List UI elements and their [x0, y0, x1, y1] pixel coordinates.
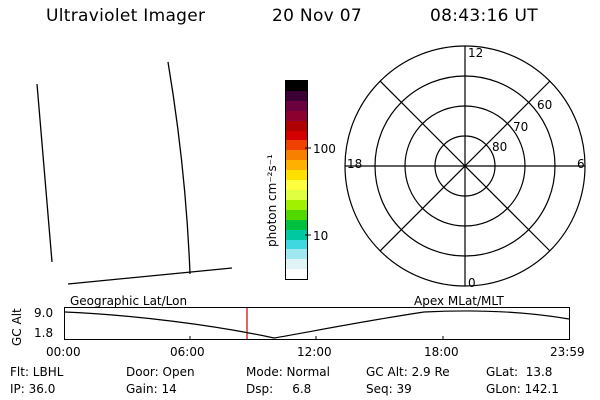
- longitude-line-right: [167, 61, 191, 275]
- colorbar-unit-label: photon cm⁻²s⁻¹: [265, 154, 279, 247]
- instrument-title: Ultraviolet Imager: [46, 6, 206, 26]
- dsp-value: Dsp: 6.8: [246, 382, 312, 396]
- mlt-label-12: 12: [468, 46, 484, 60]
- altitude-axis-label: GC Alt: [10, 308, 24, 346]
- seq-value: Seq: 39: [366, 382, 412, 396]
- colorbar-segment-8: [286, 160, 307, 171]
- colorbar-segment-11: [286, 189, 307, 200]
- geographic-grid-caption: Geographic Lat/Lon: [70, 294, 188, 308]
- gc-alt-value: GC Alt: 2.9 Re: [366, 365, 450, 379]
- colorbar-segment-18: [286, 259, 307, 270]
- mlt-label-0: 0: [468, 276, 476, 290]
- colorbar-segment-2: [286, 100, 307, 111]
- colorbar-segment-10: [286, 180, 307, 190]
- colorbar-segment-0: [286, 81, 307, 91]
- polar-mlt-grid: [344, 45, 586, 287]
- mlat-label-80: 80: [492, 140, 508, 154]
- colorbar-tick-100: 100: [313, 142, 336, 156]
- mlt-label-6: 6: [577, 157, 585, 171]
- altitude-tick-max: 9.0: [34, 306, 54, 320]
- colorbar-segment-6: [286, 140, 307, 151]
- colorbar-segment-12: [286, 199, 307, 210]
- mlat-label-60: 60: [537, 98, 553, 112]
- time-label: 08:43:16 UT: [430, 6, 538, 26]
- glat-value: GLat: 13.8: [486, 365, 553, 379]
- colorbar-segment-3: [286, 110, 307, 121]
- colorbar-segment-15: [286, 229, 307, 240]
- door-value: Door: Open: [126, 365, 195, 379]
- filter-value: Flt: LBHL: [10, 365, 64, 379]
- date-label: 20 Nov 07: [272, 6, 362, 26]
- color-scale-bar: [285, 80, 308, 280]
- gain-value: Gain: 14: [126, 382, 177, 396]
- colorbar-segment-14: [286, 219, 307, 230]
- mlat-label-70: 70: [513, 120, 529, 134]
- mode-value: Mode: Normal: [246, 365, 330, 379]
- altitude-tick-min: 1.8: [34, 326, 54, 340]
- latitude-line-bottom: [67, 267, 233, 285]
- colorbar-segment-16: [286, 239, 307, 250]
- colorbar-segment-19: [286, 269, 307, 280]
- colorbar-segment-13: [286, 209, 307, 220]
- colorbar-tick-10: 10: [313, 229, 329, 243]
- colorbar-segment-7: [286, 150, 307, 161]
- mlt-label-18: 18: [347, 157, 363, 171]
- glon-value: GLon: 142.1: [486, 382, 559, 396]
- ip-value: IP: 36.0: [10, 382, 56, 396]
- apex-grid-caption: Apex MLat/MLT: [414, 294, 504, 308]
- time-tick-2359: 23:59: [550, 345, 585, 359]
- time-tick-1800: 18:00: [424, 345, 459, 359]
- longitude-line-left: [36, 83, 53, 263]
- time-tick-0600: 06:00: [170, 345, 205, 359]
- colorbar-segment-17: [286, 249, 307, 260]
- colorbar-tick-marks: [305, 147, 311, 236]
- colorbar-segment-5: [286, 130, 307, 141]
- colorbar-segment-1: [286, 90, 307, 101]
- time-tick-0000: 00:00: [46, 345, 81, 359]
- colorbar-segment-4: [286, 120, 307, 131]
- altitude-plot-frame: [64, 307, 570, 340]
- altitude-plot: [64, 307, 570, 340]
- colorbar-segment-9: [286, 170, 307, 181]
- altitude-curve: [64, 310, 570, 339]
- time-tick-1200: 12:00: [297, 345, 332, 359]
